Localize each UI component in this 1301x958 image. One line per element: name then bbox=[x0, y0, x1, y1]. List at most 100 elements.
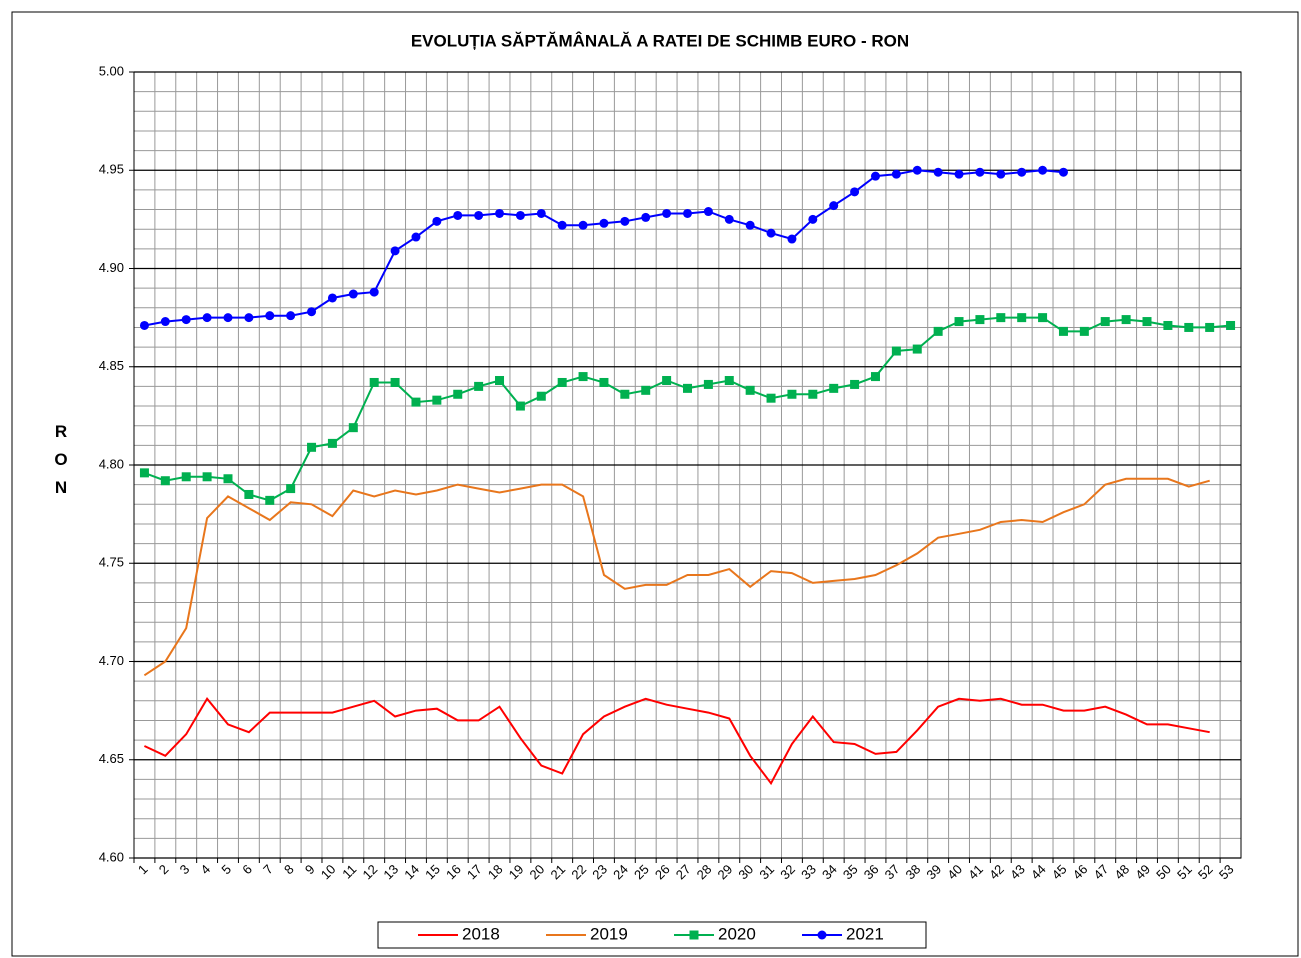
legend-marker bbox=[689, 930, 699, 940]
data-point bbox=[1017, 167, 1027, 177]
data-point bbox=[244, 313, 254, 323]
data-point bbox=[787, 389, 797, 399]
data-point bbox=[1038, 165, 1048, 175]
legend-box bbox=[377, 921, 927, 949]
series-line bbox=[143, 477, 1210, 677]
legend-label: 2019 bbox=[590, 924, 628, 943]
series-line bbox=[143, 697, 1210, 786]
data-point bbox=[202, 472, 212, 482]
data-point bbox=[996, 313, 1006, 323]
data-point bbox=[557, 377, 567, 387]
data-point bbox=[369, 287, 379, 297]
data-point bbox=[432, 395, 442, 405]
data-point bbox=[348, 423, 358, 433]
data-point bbox=[870, 372, 880, 382]
legend-label: 2020 bbox=[718, 924, 756, 943]
data-point bbox=[536, 391, 546, 401]
data-point bbox=[766, 228, 776, 238]
data-point bbox=[453, 389, 463, 399]
data-point bbox=[662, 376, 672, 386]
data-point bbox=[139, 468, 149, 478]
y-tick-label: 4.95 bbox=[99, 162, 124, 177]
data-point bbox=[223, 313, 233, 323]
data-point bbox=[683, 208, 692, 218]
data-point bbox=[933, 167, 943, 177]
data-point bbox=[620, 216, 630, 226]
data-point bbox=[515, 401, 525, 411]
data-point bbox=[724, 214, 734, 224]
data-point bbox=[891, 169, 901, 179]
data-point bbox=[1038, 313, 1048, 323]
legend-marker bbox=[817, 930, 827, 940]
data-point bbox=[453, 210, 463, 220]
data-point bbox=[181, 315, 191, 325]
data-point bbox=[390, 377, 400, 387]
data-point bbox=[265, 311, 275, 321]
data-point bbox=[515, 210, 525, 220]
data-point bbox=[683, 383, 692, 393]
data-point bbox=[829, 201, 839, 211]
data-point bbox=[369, 377, 379, 387]
data-point bbox=[495, 208, 505, 218]
data-point bbox=[1058, 167, 1068, 177]
data-point bbox=[536, 208, 546, 218]
data-point bbox=[829, 383, 839, 393]
data-point bbox=[933, 326, 943, 336]
data-point bbox=[766, 393, 776, 403]
data-point bbox=[265, 495, 275, 505]
data-point bbox=[474, 381, 484, 391]
data-point bbox=[703, 207, 713, 217]
y-tick-label: 4.75 bbox=[99, 555, 124, 570]
data-point bbox=[662, 208, 672, 218]
data-point bbox=[745, 385, 755, 395]
data-point bbox=[432, 216, 442, 226]
data-point bbox=[139, 320, 149, 330]
data-point bbox=[620, 389, 630, 399]
data-point bbox=[1100, 317, 1110, 327]
data-point bbox=[975, 315, 985, 325]
data-point bbox=[244, 489, 254, 499]
y-tick-label: 4.70 bbox=[99, 653, 124, 668]
data-point bbox=[599, 377, 609, 387]
data-point bbox=[327, 438, 337, 448]
data-point bbox=[1184, 322, 1194, 332]
data-point bbox=[495, 376, 505, 386]
data-point bbox=[307, 442, 317, 452]
data-point bbox=[181, 472, 191, 482]
plot-border bbox=[133, 71, 1242, 859]
data-point bbox=[641, 385, 651, 395]
data-point bbox=[975, 167, 985, 177]
data-point bbox=[996, 169, 1006, 179]
data-point bbox=[1079, 326, 1089, 336]
y-tick-label: 4.90 bbox=[99, 260, 124, 275]
data-point bbox=[286, 484, 296, 494]
data-point bbox=[724, 376, 734, 386]
data-point bbox=[954, 169, 964, 179]
data-point bbox=[578, 372, 588, 382]
data-point bbox=[474, 210, 484, 220]
data-point bbox=[912, 344, 922, 354]
legend-label: 2018 bbox=[462, 924, 500, 943]
y-tick-label: 4.85 bbox=[99, 358, 124, 373]
data-point bbox=[808, 389, 818, 399]
data-point bbox=[1058, 326, 1068, 336]
legend-label: 2021 bbox=[846, 924, 884, 943]
data-point bbox=[160, 317, 170, 327]
data-point bbox=[327, 293, 337, 303]
data-point bbox=[641, 212, 651, 222]
data-point bbox=[578, 220, 588, 230]
data-point bbox=[703, 379, 713, 389]
data-point bbox=[787, 234, 797, 244]
data-point bbox=[850, 187, 860, 197]
data-point bbox=[557, 220, 567, 230]
data-point bbox=[223, 474, 233, 484]
y-tick-label: 4.60 bbox=[99, 849, 124, 864]
data-point bbox=[808, 214, 818, 224]
y-tick-label: 5.00 bbox=[99, 63, 124, 78]
data-point bbox=[1205, 322, 1215, 332]
data-point bbox=[411, 397, 421, 407]
data-point bbox=[1226, 320, 1236, 330]
data-point bbox=[348, 289, 358, 299]
y-axis-label: RON bbox=[54, 422, 68, 497]
